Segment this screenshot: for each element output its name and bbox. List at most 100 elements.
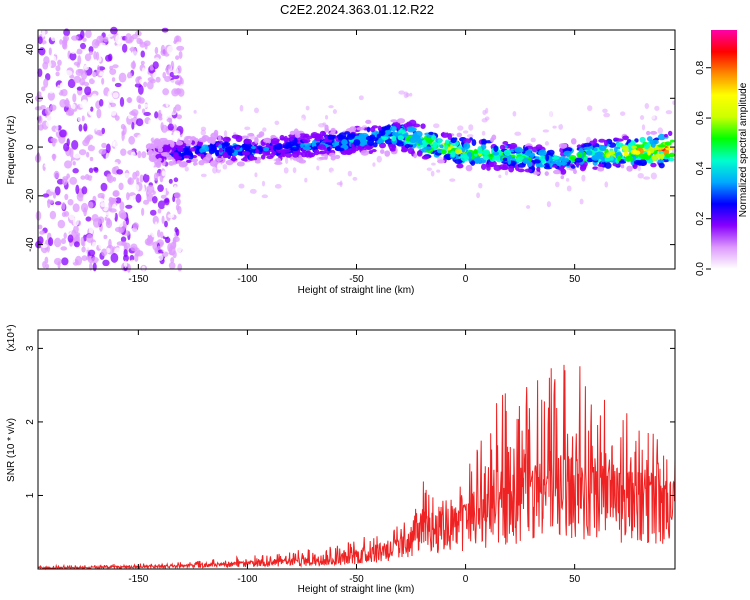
- spectrogram-cell: [426, 167, 432, 171]
- colorbar-gradient: [711, 30, 737, 269]
- spectrogram-cell: [623, 151, 629, 158]
- spectrogram-cell: [80, 71, 88, 80]
- spectrogram-cell: [583, 146, 591, 151]
- spectrogram-cell: [149, 79, 156, 84]
- spectrogram-cell: [450, 137, 457, 144]
- spectrogram-cell: [391, 131, 398, 137]
- spectrogram-cell: [122, 125, 127, 135]
- spectrogram-cell: [381, 126, 388, 131]
- spectrogram-cell: [307, 158, 314, 162]
- spectrogram-cell: [87, 144, 95, 152]
- spectrogram-cell: [132, 184, 140, 192]
- spectrogram-cell: [360, 140, 367, 146]
- spectrogram-cell: [638, 153, 647, 159]
- spectrogram-cell: [586, 150, 593, 156]
- spectrogram-cell: [612, 106, 618, 110]
- snr-x-label: Height of straight line (km): [298, 584, 415, 595]
- spectrogram-cell: [141, 108, 146, 114]
- spectrogram-cell: [551, 160, 558, 165]
- spectrogram-cell: [97, 216, 105, 224]
- spectrogram-cell: [638, 159, 647, 167]
- spectrogram-cell: [644, 102, 650, 109]
- spectrogram-cell: [91, 241, 97, 250]
- spectrogram-cell: [38, 47, 46, 56]
- spectrogram-cell: [137, 134, 144, 141]
- spectrogram-cell: [266, 174, 273, 178]
- spectrogram-cell: [630, 195, 637, 199]
- spectrogram-cell: [299, 183, 305, 189]
- spectrogram-cell: [55, 65, 61, 72]
- spectrogram-cell: [381, 155, 387, 160]
- spectrogram-cell: [73, 225, 79, 234]
- spectrogram-cell: [37, 236, 44, 245]
- spectrogram-cell: [613, 137, 620, 141]
- spectrogram-cell: [283, 167, 289, 174]
- spectrogram-cell: [88, 51, 94, 56]
- spectrogram-cell: [256, 134, 263, 138]
- spectrogram-cell: [525, 149, 532, 157]
- spectrogram-cell: [402, 133, 408, 137]
- spectrogram-cell: [308, 152, 316, 158]
- spectrogram-cell: [465, 104, 470, 112]
- x-tick-label: -100: [237, 274, 257, 285]
- spectrogram-cell: [639, 136, 646, 143]
- spectrogram-cell: [63, 142, 70, 152]
- spectrogram-cell: [664, 141, 672, 146]
- spectrogram-cell: [482, 155, 490, 161]
- spectrogram-cell: [338, 132, 347, 139]
- spectrogram-cell: [49, 210, 57, 220]
- spectrogram-cell: [142, 223, 146, 233]
- spectrogram-cell: [368, 150, 374, 155]
- spectrogram-cell: [73, 75, 82, 84]
- spectrogram-cell: [573, 112, 579, 117]
- spectrogram-cell: [377, 125, 382, 131]
- spectrogram-cell: [473, 127, 479, 135]
- spectrogram-cell: [282, 148, 291, 153]
- colorbar-tick-label: 0.6: [695, 111, 706, 125]
- spectrogram-cell: [456, 163, 464, 169]
- spectrogram-cell: [109, 68, 117, 75]
- spectrogram-cell: [581, 174, 586, 182]
- spectrogram-cell: [80, 175, 86, 180]
- snr-series-line: [37, 364, 676, 571]
- spectrogram-cell: [511, 156, 516, 162]
- spectrogram-cell: [79, 30, 85, 40]
- spectrogram-cell: [160, 49, 167, 56]
- spectrogram-cell: [148, 119, 152, 127]
- spectrogram-cell: [222, 136, 231, 143]
- spectrogram-cell: [347, 170, 353, 177]
- spectrogram-cell: [603, 139, 608, 147]
- spectrogram-cell: [104, 189, 109, 200]
- spectrogram-cell: [123, 254, 129, 262]
- spectrogram-cell: [515, 188, 523, 195]
- spectrogram-cell: [154, 247, 159, 252]
- spectrogram-cell: [108, 238, 112, 249]
- spectrogram-cell: [175, 140, 184, 146]
- spectrogram-cell: [157, 184, 164, 192]
- spectrogram-cell: [96, 155, 104, 164]
- spectrogram-cell: [64, 193, 69, 201]
- spectrogram-cell: [173, 67, 179, 76]
- spectrogram-cell: [160, 122, 164, 131]
- spectrogram-cell: [336, 147, 345, 152]
- spectrogram-cell: [37, 68, 43, 77]
- spectrogram-cell: [178, 161, 188, 168]
- spectrogram-cell: [503, 116, 511, 120]
- spectrogram-cell: [649, 130, 658, 135]
- spectrogram-cell: [47, 199, 55, 204]
- spectrogram-cell: [167, 222, 174, 230]
- spectrogram-cell: [186, 159, 192, 164]
- spectrogram-cell: [269, 152, 276, 158]
- spectrogram-cell: [61, 202, 66, 210]
- spectrogram-cell: [162, 88, 170, 96]
- spectrogram-cell: [168, 178, 173, 184]
- spectrogram-cell: [389, 125, 397, 132]
- spectrogram-cell: [604, 181, 609, 188]
- spectrogram-cell: [162, 244, 166, 253]
- spectrogram-cell: [664, 167, 668, 174]
- spectrogram-cell: [137, 260, 144, 266]
- spectrogram-cell: [64, 160, 72, 169]
- spectrogram-cell: [222, 141, 231, 147]
- spectrogram-cell: [456, 132, 463, 138]
- spectrogram-cell: [90, 106, 94, 112]
